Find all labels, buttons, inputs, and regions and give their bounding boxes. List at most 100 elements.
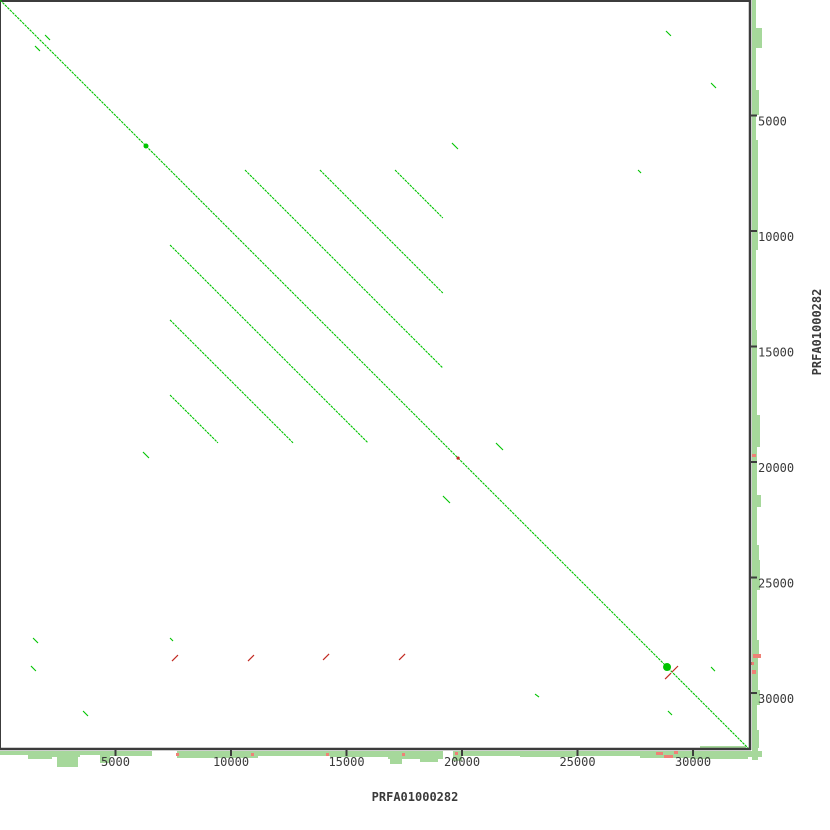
forward-match-segment — [169, 394, 219, 444]
forward-match-segment — [710, 666, 716, 672]
reverse-match-segment — [398, 653, 406, 661]
bottom-band-segment — [80, 751, 103, 755]
bottom-band-segment — [103, 751, 152, 756]
y-tick-label: 30000 — [758, 692, 794, 706]
right-band-segment — [752, 415, 760, 447]
reverse-match-segment — [322, 653, 330, 661]
bottom-band-segment — [388, 751, 443, 759]
bottom-band-segment — [330, 751, 388, 757]
right-band-segment — [752, 447, 757, 495]
reverse-match-segment — [664, 672, 672, 680]
right-band-red-mark — [751, 662, 754, 665]
forward-match-segment — [665, 30, 672, 37]
right-band-segment — [752, 560, 760, 590]
axis-ticks — [114, 114, 757, 756]
forward-match-segment — [495, 442, 504, 451]
diagonal-green-dot — [663, 663, 672, 672]
right-band-segment — [752, 140, 758, 165]
right-band-segment — [752, 165, 758, 250]
bottom-band-segment — [177, 751, 258, 758]
x-tick-label: 5000 — [101, 755, 130, 769]
right-band-segment — [752, 705, 757, 730]
bottom-band-drip — [390, 751, 402, 764]
right-band-segment — [752, 748, 758, 760]
x-tick-label: 10000 — [213, 755, 249, 769]
forward-match-segment — [169, 244, 369, 444]
bottom-band-drip — [453, 751, 462, 761]
diagonal-red-dot — [456, 456, 460, 460]
reverse-match-segment — [171, 654, 179, 662]
right-band-segment — [752, 330, 757, 415]
forward-match-segment — [44, 34, 51, 41]
y-tick-label: 15000 — [758, 346, 794, 360]
forward-match-segments — [0, 0, 749, 749]
bottom-band-red-mark — [326, 753, 329, 756]
right-band-segment — [752, 495, 761, 507]
right-band-red-mark — [753, 654, 761, 658]
right-band-segment — [752, 28, 762, 48]
axis-tick-labels: 5000 5000 10000 10000 15000 15000 20000 20000 25… — [101, 115, 794, 769]
forward-match-segment — [319, 169, 444, 294]
bottom-band-red-mark — [656, 752, 663, 755]
forward-match-segment — [244, 169, 444, 369]
x-tick-label: 30000 — [675, 755, 711, 769]
y-tick-label: 10000 — [758, 230, 794, 244]
bottom-band-drip — [57, 751, 78, 767]
bottom-band-segment — [0, 751, 28, 755]
right-band-segment — [752, 690, 760, 705]
bottom-band-extra — [700, 746, 746, 748]
bottom-band-red-mark — [251, 753, 254, 756]
bottom-band-red-mark — [664, 755, 673, 758]
forward-match-segment — [34, 45, 41, 52]
forward-match-segment — [667, 710, 673, 716]
bottom-band-segment — [258, 751, 330, 756]
x-tick-label: 15000 — [328, 755, 364, 769]
diagonal-markers — [143, 143, 672, 672]
bottom-band-red-mark — [402, 753, 405, 756]
forward-match-segment — [451, 142, 459, 150]
right-band-segment — [752, 0, 756, 28]
x-tick-label: 25000 — [559, 755, 595, 769]
right-band-segment — [752, 640, 759, 655]
bottom-band-segment — [575, 751, 640, 756]
right-band-segment — [752, 545, 759, 560]
right-band-red-mark — [752, 670, 756, 674]
forward-match-segment — [710, 82, 717, 89]
right-band-segment — [752, 730, 759, 748]
reverse-match-segment — [671, 665, 679, 673]
bottom-band-segment — [520, 751, 575, 757]
y-tick-label: 25000 — [758, 577, 794, 591]
forward-match-segment — [534, 693, 540, 698]
right-band-red-mark — [752, 454, 756, 457]
right-band-segment — [752, 590, 757, 640]
x-tick-label: 20000 — [444, 755, 480, 769]
right-band-segment — [752, 507, 757, 545]
forward-match-segment — [442, 495, 451, 504]
right-band-segment — [752, 115, 756, 140]
forward-match-segment — [169, 319, 294, 444]
y-axis-title: PRFA01000282 — [810, 288, 824, 376]
bottom-band-red-mark — [455, 752, 458, 755]
forward-match-segment — [637, 169, 642, 174]
y-tick-label: 5000 — [758, 115, 787, 129]
x-axis-title: PRFA01000282 — [371, 790, 459, 804]
coverage-density-bands — [0, 0, 762, 767]
bottom-band-segment — [28, 751, 52, 759]
plot-frame — [0, 0, 752, 751]
bottom-band-red-mark — [176, 753, 179, 756]
reverse-match-segments — [171, 653, 679, 680]
bottom-band-red-mark — [674, 751, 678, 754]
y-tick-label: 20000 — [758, 461, 794, 475]
right-band-segment — [752, 90, 759, 115]
right-band-segment — [752, 250, 756, 330]
forward-match-segment — [0, 0, 749, 749]
bottom-band-drip — [420, 751, 438, 762]
forward-match-segment — [32, 637, 39, 644]
forward-match-segment — [30, 665, 37, 672]
forward-match-segment — [169, 637, 174, 642]
right-band-segment — [752, 48, 756, 90]
reverse-match-segment — [247, 654, 255, 662]
forward-match-segment — [142, 451, 150, 459]
bottom-band-segment — [690, 751, 748, 759]
